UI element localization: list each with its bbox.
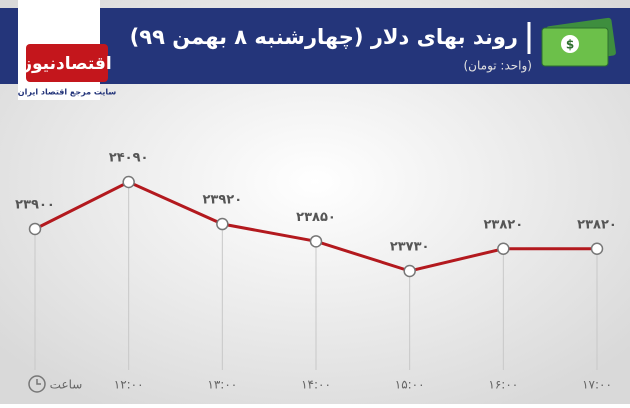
logo-tagline: سایت مرجع اقتصاد ایران [18, 88, 117, 97]
x-tick-label: ۱۲:۰۰ [114, 378, 144, 392]
x-tick-label: ۱۵:۰۰ [395, 378, 425, 392]
point [309, 235, 323, 248]
clock-icon [28, 375, 46, 393]
point [590, 242, 604, 255]
logo-mark [26, 44, 108, 82]
value-label: ۲۴۰۹۰ [109, 151, 149, 166]
x-tick-label: ۱۶:۰۰ [488, 378, 518, 392]
value-label: ۲۳۸۲۰ [577, 217, 617, 232]
point [497, 242, 510, 255]
point [216, 217, 229, 231]
chart-subtitle: (واحد: تومان) [463, 59, 532, 74]
value-label: ۲۳۹۲۰ [202, 193, 242, 208]
svg-text:$: $ [566, 38, 574, 52]
chart-title: روند بهای دلار (چهارشنبه ۸ بهمن ۹۹) [130, 25, 518, 49]
value-label: ۲۳۸۵۰ [296, 210, 336, 225]
logo-name: اقتصادنیوز [21, 54, 112, 74]
value-label: ۲۳۹۰۰ [15, 197, 55, 212]
x-axis-label: ساعت [50, 378, 83, 392]
x-tick-label: ۱۳:۰۰ [207, 378, 237, 392]
x-tick-label: ۱۴:۰۰ [301, 378, 331, 392]
point [403, 264, 416, 278]
value-label: ۲۳۸۲۰ [483, 217, 523, 232]
dollar-icon: $ [541, 17, 616, 67]
x-tick-label: ۱۷:۰۰ [582, 378, 612, 392]
value-label: ۲۳۷۳۰ [390, 240, 430, 255]
point [28, 222, 42, 236]
point [122, 175, 135, 189]
